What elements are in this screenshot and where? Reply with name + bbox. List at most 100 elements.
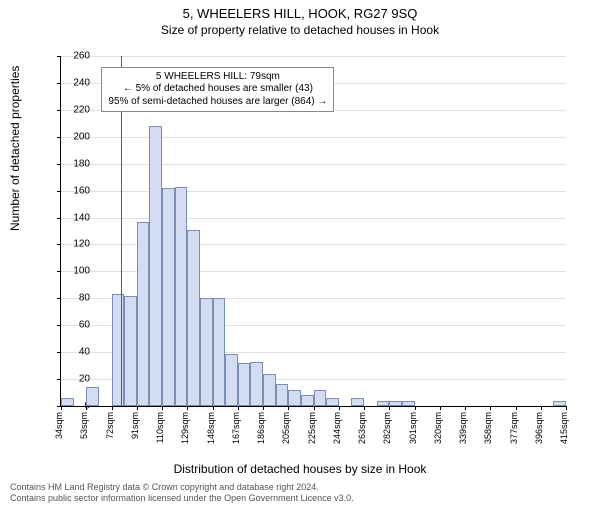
ytick-label: 260 (73, 51, 90, 62)
ytick-mark (57, 379, 61, 380)
histogram-bar (61, 398, 74, 406)
histogram-bar (314, 390, 327, 406)
plot-area: 34sqm53sqm72sqm91sqm110sqm129sqm148sqm16… (60, 56, 566, 407)
histogram-bar (112, 294, 125, 406)
grid-line (61, 56, 566, 57)
grid-line (61, 137, 566, 138)
histogram-bar (301, 395, 314, 406)
histogram-bar (326, 398, 339, 406)
ytick-mark (57, 56, 61, 57)
xtick-label: 339sqm (458, 412, 468, 444)
xtick-mark (314, 406, 315, 410)
ytick-mark (57, 325, 61, 326)
x-axis-label: Distribution of detached houses by size … (0, 462, 600, 476)
xtick-label: 263sqm (357, 412, 367, 444)
xtick-label: 72sqm (105, 412, 115, 439)
xtick-label: 34sqm (54, 412, 64, 439)
xtick-label: 186sqm (256, 412, 266, 444)
xtick-label: 225sqm (307, 412, 317, 444)
xtick-mark (162, 406, 163, 410)
xtick-mark (364, 406, 365, 410)
chart-container: 5, WHEELERS HILL, HOOK, RG27 9SQ Size of… (0, 6, 600, 506)
xtick-mark (566, 406, 567, 410)
xtick-label: 396sqm (534, 412, 544, 444)
xtick-label: 53sqm (79, 412, 89, 439)
ytick-label: 200 (73, 131, 90, 142)
annotation-line: ← 5% of detached houses are smaller (43) (108, 83, 327, 96)
xtick-label: 110sqm (155, 412, 165, 443)
ytick-label: 220 (73, 104, 90, 115)
histogram-bar (200, 298, 213, 406)
histogram-bar (402, 401, 415, 406)
ytick-mark (57, 110, 61, 111)
histogram-bar (213, 298, 226, 406)
histogram-bar (288, 390, 301, 406)
histogram-bar (553, 401, 566, 406)
xtick-mark (465, 406, 466, 410)
ytick-label: 80 (79, 293, 90, 304)
histogram-bar (377, 401, 390, 406)
ytick-mark (57, 352, 61, 353)
xtick-label: 415sqm (559, 412, 569, 444)
ytick-mark (57, 218, 61, 219)
ytick-mark (57, 271, 61, 272)
ytick-mark (57, 137, 61, 138)
ytick-mark (57, 164, 61, 165)
ytick-mark (57, 191, 61, 192)
grid-line (61, 218, 566, 219)
grid-line (61, 164, 566, 165)
histogram-bar (389, 401, 402, 406)
histogram-bar (351, 398, 364, 406)
xtick-mark (238, 406, 239, 410)
xtick-label: 148sqm (206, 412, 216, 444)
xtick-mark (339, 406, 340, 410)
ytick-label: 40 (79, 347, 90, 358)
histogram-bar (238, 363, 251, 406)
annotation-line: 5 WHEELERS HILL: 79sqm (108, 71, 327, 84)
footer-line-2: Contains public sector information licen… (10, 493, 354, 504)
ytick-label: 180 (73, 158, 90, 169)
xtick-mark (389, 406, 390, 410)
histogram-bar (175, 187, 188, 406)
footer-line-1: Contains HM Land Registry data © Crown c… (10, 482, 354, 493)
ytick-mark (57, 83, 61, 84)
xtick-mark (213, 406, 214, 410)
ytick-label: 240 (73, 77, 90, 88)
xtick-label: 320sqm (433, 412, 443, 444)
xtick-label: 129sqm (180, 412, 190, 444)
histogram-bar (187, 230, 200, 406)
xtick-mark (263, 406, 264, 410)
histogram-bar (137, 222, 150, 406)
histogram-bar (263, 374, 276, 406)
xtick-label: 377sqm (509, 412, 519, 444)
histogram-bar (149, 126, 162, 406)
ytick-label: 100 (73, 266, 90, 277)
xtick-label: 167sqm (231, 412, 241, 444)
xtick-label: 91sqm (130, 412, 140, 439)
histogram-bar (86, 387, 99, 406)
histogram-bar (225, 354, 238, 407)
y-axis-label: Number of detached properties (8, 66, 22, 231)
ytick-mark (57, 298, 61, 299)
xtick-mark (516, 406, 517, 410)
subtitle: Size of property relative to detached ho… (0, 23, 600, 37)
main-title: 5, WHEELERS HILL, HOOK, RG27 9SQ (0, 6, 600, 21)
annotation-box: 5 WHEELERS HILL: 79sqm← 5% of detached h… (101, 67, 334, 113)
xtick-mark (112, 406, 113, 410)
histogram-bar (276, 384, 289, 406)
xtick-mark (61, 406, 62, 410)
xtick-label: 205sqm (281, 412, 291, 444)
xtick-mark (490, 406, 491, 410)
histogram-bar (250, 362, 263, 406)
histogram-bar (124, 296, 137, 406)
xtick-mark (137, 406, 138, 410)
ytick-label: 20 (79, 374, 90, 385)
xtick-mark (440, 406, 441, 410)
xtick-mark (415, 406, 416, 410)
xtick-label: 244sqm (332, 412, 342, 444)
xtick-mark (288, 406, 289, 410)
ytick-mark (57, 244, 61, 245)
histogram-bar (162, 188, 175, 406)
xtick-mark (541, 406, 542, 410)
xtick-mark (187, 406, 188, 410)
